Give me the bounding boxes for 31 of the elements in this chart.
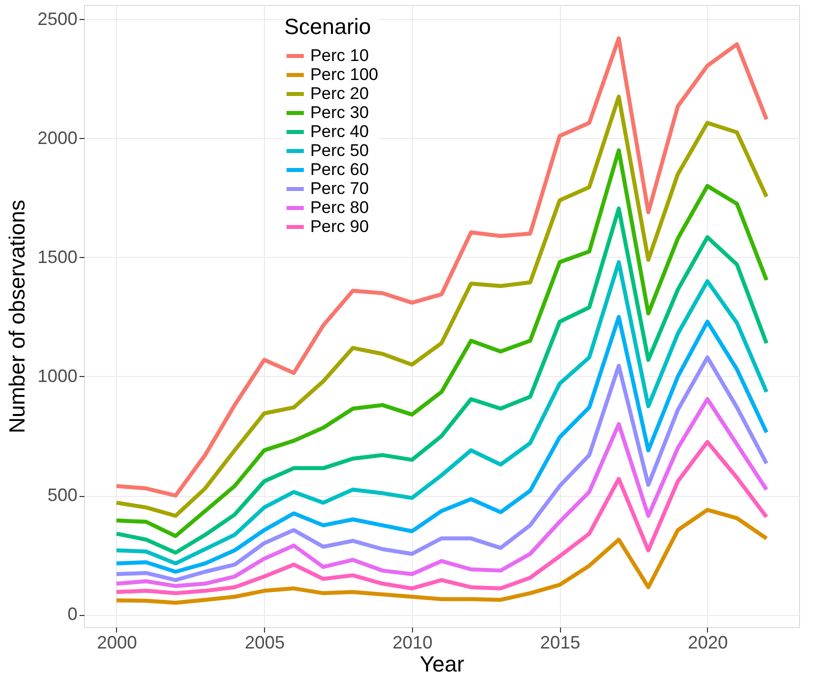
legend-label: Perc 50 [310, 141, 369, 160]
legend-title: Scenario [284, 14, 372, 39]
line-series [114, 36, 768, 498]
x-tick-label: 2005 [244, 632, 285, 652]
y-axis-title: Number of observations [4, 200, 30, 434]
line-series [114, 260, 768, 566]
legend-label: Perc 60 [310, 160, 369, 179]
x-tick-label: 2015 [540, 632, 580, 652]
legend-label: Perc 10 [310, 46, 369, 65]
y-tick-label: 1000 [37, 366, 78, 386]
legend-label: Perc 90 [310, 217, 369, 236]
line-series [114, 314, 768, 574]
x-tick-label: 2010 [392, 632, 432, 652]
legend-label: Perc 100 [310, 65, 378, 84]
line-series [114, 355, 768, 582]
legend-label: Perc 70 [310, 179, 369, 198]
line-series [114, 508, 768, 605]
y-tick-label: 2500 [37, 8, 78, 29]
y-tick-label: 0 [67, 604, 78, 624]
x-axis-title: Year [420, 652, 464, 676]
legend-label: Perc 30 [310, 103, 369, 122]
line-series [114, 440, 768, 596]
x-tick-label: 2000 [96, 632, 138, 652]
legend-label: Perc 40 [310, 122, 369, 141]
y-tick-label: 1500 [37, 246, 78, 267]
legend-label: Perc 80 [310, 198, 369, 217]
x-tick-label: 2020 [688, 632, 728, 652]
legend-label: Perc 20 [310, 84, 369, 103]
line-series [114, 397, 768, 588]
y-tick-label: 500 [47, 485, 78, 506]
y-tick-label: 2000 [37, 128, 78, 148]
